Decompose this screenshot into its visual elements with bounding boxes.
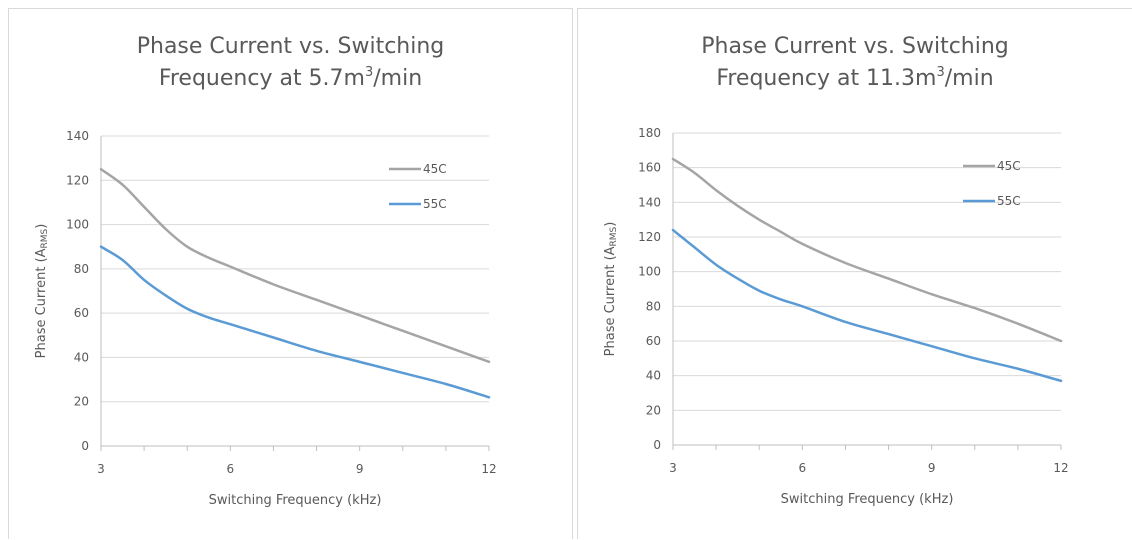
series-line-55C xyxy=(99,245,491,399)
y-tick-label: 20 xyxy=(646,403,661,417)
chart-panel-left: Phase Current vs. Switching Frequency at… xyxy=(8,8,573,539)
x-tick-label: 9 xyxy=(928,461,936,475)
y-axis-label-subscript: RMS xyxy=(40,228,50,248)
series-line-45C xyxy=(99,167,491,364)
legend-label: 45C xyxy=(423,162,447,176)
x-tick-label: 3 xyxy=(669,461,677,475)
y-tick-label: 140 xyxy=(638,195,661,209)
y-tick-label: 60 xyxy=(74,306,89,320)
x-axis-label: Switching Frequency (kHz) xyxy=(209,493,382,508)
x-tick-label: 12 xyxy=(1053,461,1068,475)
y-tick-label: 160 xyxy=(638,161,661,175)
y-axis-label: Phase Current (ARMS) xyxy=(603,222,619,357)
y-tick-label: 120 xyxy=(66,173,89,187)
legend-label: 55C xyxy=(997,194,1021,208)
y-tick-label: 20 xyxy=(74,395,89,409)
chart-title-superscript: 3 xyxy=(936,65,945,80)
chart-title-line2-text: Frequency at 11.3m xyxy=(716,66,937,91)
series-line-45C xyxy=(671,157,1063,343)
y-tick-label: 100 xyxy=(638,265,661,279)
x-tick-label: 3 xyxy=(97,462,105,476)
line-chart-right: 0 20 40 60 80 100 120 140 160 180 3 6 9 12 Switching F… xyxy=(603,126,1069,507)
y-tick-label: 0 xyxy=(81,439,89,453)
x-tick-label: 9 xyxy=(356,462,364,476)
y-tick-label: 60 xyxy=(646,334,661,348)
chart-title-line1: Phase Current vs. Switching xyxy=(136,34,445,59)
chart-title-line2: Frequency at 11.3m3/min xyxy=(578,63,1132,95)
y-axis-label-text: Phase Current (A xyxy=(603,246,618,356)
y-axis-label: Phase Current (ARMS) xyxy=(34,224,50,359)
chart-title-line2-text: Frequency at 5.7m xyxy=(158,66,365,91)
x-axis-label: Switching Frequency (kHz) xyxy=(781,492,954,507)
y-tick-label: 80 xyxy=(646,299,661,313)
y-axis-label-close: ) xyxy=(34,224,49,229)
series-line-55C xyxy=(671,228,1063,383)
y-axis-label-subscript: RMS xyxy=(609,226,619,246)
chart-panel-right: Phase Current vs. Switching Frequency at… xyxy=(577,8,1132,539)
y-axis-label-close: ) xyxy=(603,222,618,227)
chart-title-line2: Frequency at 5.7m3/min xyxy=(9,63,572,95)
y-tick-label: 40 xyxy=(74,350,89,364)
chart-title-line2-suffix: /min xyxy=(944,66,994,91)
chart-title: Phase Current vs. Switching Frequency at… xyxy=(9,31,572,95)
x-tick-label: 6 xyxy=(799,461,807,475)
y-tick-label: 140 xyxy=(66,129,89,143)
x-tick-label: 6 xyxy=(227,462,235,476)
y-tick-label: 0 xyxy=(653,438,661,452)
legend-label: 45C xyxy=(997,159,1021,173)
legend-label: 55C xyxy=(423,197,447,211)
line-chart-left: 0 20 40 60 80 100 120 140 3 6 9 12 Switching Frequen… xyxy=(34,129,497,508)
chart-title-line1: Phase Current vs. Switching xyxy=(701,34,1009,59)
y-tick-label: 180 xyxy=(638,126,661,140)
chart-title-superscript: 3 xyxy=(364,65,374,80)
y-tick-label: 100 xyxy=(66,218,89,232)
chart-title-line2-suffix: /min xyxy=(373,66,423,91)
chart-title: Phase Current vs. Switching Frequency at… xyxy=(578,31,1132,95)
y-tick-label: 80 xyxy=(74,262,89,276)
x-tick-label: 12 xyxy=(481,462,496,476)
y-axis-label-text: Phase Current (A xyxy=(34,248,49,358)
y-tick-label: 120 xyxy=(638,230,661,244)
y-tick-label: 40 xyxy=(646,369,661,383)
